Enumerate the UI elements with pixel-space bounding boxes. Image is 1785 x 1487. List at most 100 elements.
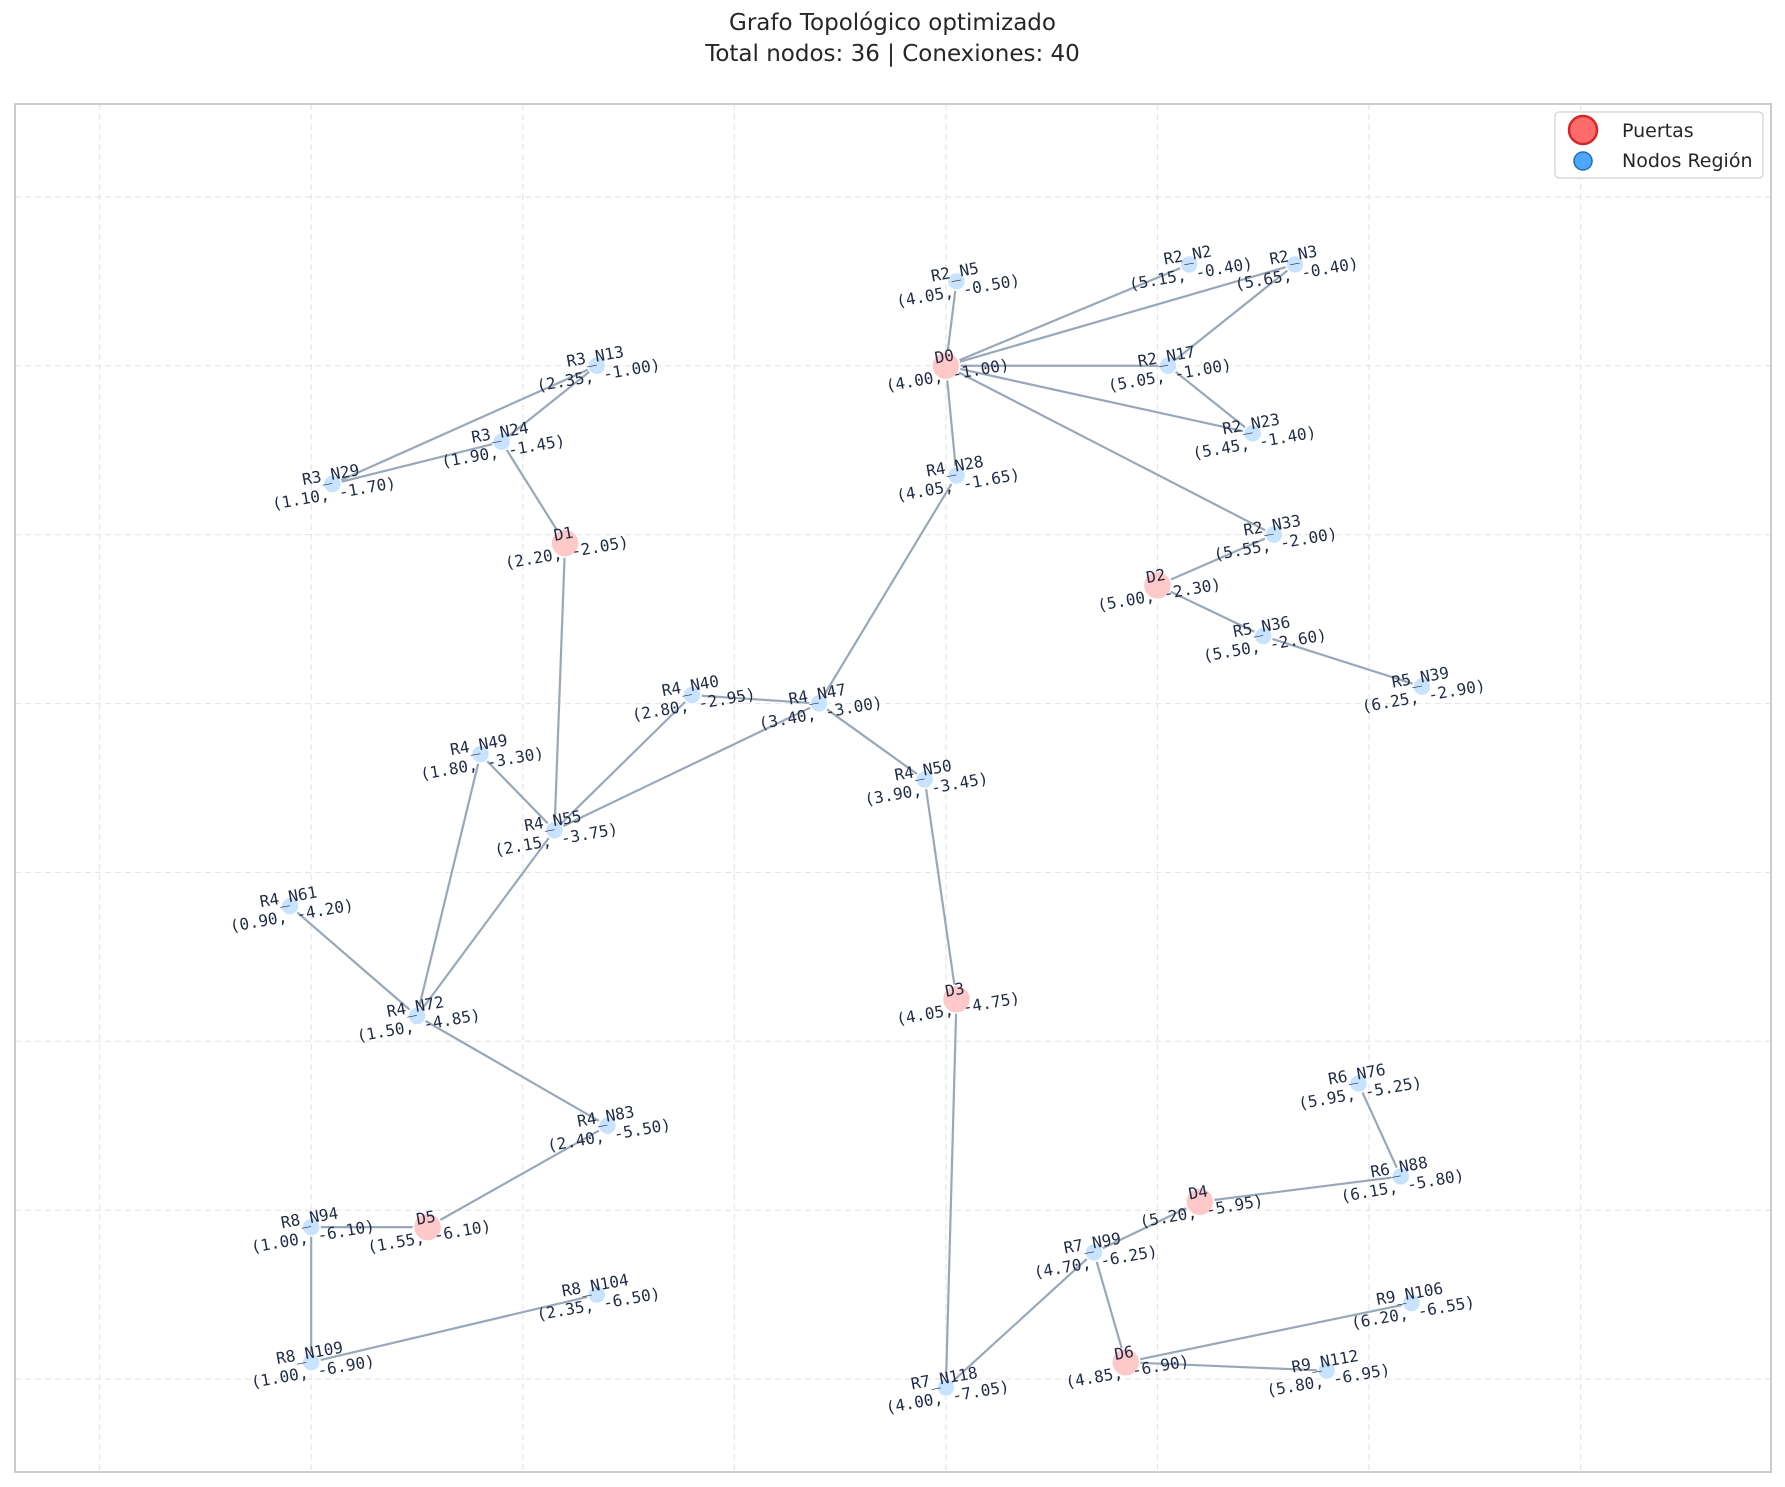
node-label: R4_N47(3.40, -3.00) [757,680,884,733]
chart-title: Grafo Topológico optimizado [729,10,1056,36]
graph-edge [944,263,1297,367]
node-label: R6_N76(5.95, -5.25) [1297,1060,1424,1113]
edge-layer [288,263,1424,1389]
graph-edge [817,702,926,781]
node-label: R3_N24(1.90, -1.45) [440,418,567,471]
node-id-label: D4 [1187,1181,1209,1203]
graph-edge [1198,1175,1402,1203]
graph-edge [944,1251,1096,1389]
node-id-label: D0 [933,345,955,367]
legend-door-marker [1567,114,1599,146]
graph-edge [1092,1251,1127,1364]
node-label: R2_N5(4.05, -0.50) [895,258,1022,310]
region-node [470,744,491,764]
region-node [280,896,300,916]
node-label: R4_N28(4.05, -1.65) [895,452,1022,505]
region-node [682,685,702,705]
node-label: R4_N61(0.90, -4.20) [228,882,355,935]
node-id-label: D1 [552,523,574,545]
node-label: R4_N40(2.80, -2.95) [630,671,757,724]
node-label: D4(5.20, -5.95) [1138,1181,1265,1231]
legend-region-marker [1573,151,1593,171]
door-node [1110,1347,1141,1377]
graph-edge [310,1293,598,1364]
node-label: R2_N23(5.45, -1.40) [1191,410,1318,463]
door-node [412,1212,443,1242]
region-node [1264,524,1284,545]
graph-edge [944,998,958,1389]
node-id-label: D5 [415,1207,437,1229]
graph-edge [923,778,958,1001]
legend-box [1554,111,1764,179]
node-label: R4_N50(3.90, -3.45) [863,756,990,809]
door-node [1142,570,1173,601]
region-node [946,465,967,486]
plot-frame [14,103,1772,1473]
door-node [1185,1187,1215,1217]
graph-edge [1262,634,1424,688]
node-label: R4_N72(1.50, -4.85) [355,992,482,1045]
graph-edge [944,364,1254,435]
node-layer [280,254,1432,1398]
region-node [1285,254,1305,275]
graph-edge [415,1014,609,1127]
chart-subtitle: Total nodos: 36 | Conexiones: 40 [705,41,1080,67]
region-node [1412,676,1432,697]
graph-edge [331,440,503,486]
graph-edge [817,474,958,705]
region-node [1084,1242,1104,1263]
region-node [587,1284,607,1305]
graph-edge [500,440,567,545]
door-node [931,351,961,381]
region-node [946,271,967,292]
region-node [1316,1360,1337,1381]
region-node [809,693,829,714]
region-node [914,769,935,790]
legend-door-label: Puertas [1622,120,1694,142]
graph-edge [1357,1082,1402,1178]
chart-title-block: Grafo Topológico optimizado Total nodos:… [0,8,1785,70]
node-label: R3_N13(2.35, -1.00) [535,342,662,395]
graph-edge [944,263,1191,367]
graph-edge [1166,263,1297,367]
graph-edge [553,702,821,832]
graph-edge [331,364,598,486]
node-label: R4_N49(1.80, -3.30) [419,730,546,783]
graph-edge [479,753,556,832]
region-node [936,1377,956,1398]
graph-edge [1124,1302,1413,1364]
node-label: R9_N112(5.80, -6.95) [1265,1346,1392,1400]
graph-edge [553,694,694,832]
node-id-label: D6 [1113,1342,1135,1364]
region-node [1179,254,1199,275]
region-node [301,1352,321,1372]
legend-region-label: Nodos Región [1622,150,1753,172]
graph-edge [944,364,958,477]
graph-edge [500,364,598,443]
region-node [587,356,607,376]
legend: Puertas Nodos Región [1554,111,1764,179]
node-label: D6(4.85, -6.90) [1064,1342,1191,1392]
node-label: R8_N104(2.35, -6.50) [535,1270,662,1324]
door-node [941,984,972,1014]
region-node [1391,1166,1411,1187]
label-layer: D0(4.00, -1.00)D1(2.20, -2.05)D2(5.00, -… [228,242,1487,1418]
node-id-label: D2 [1145,565,1167,587]
node-label: R9_N106(6.20, -6.55) [1350,1279,1477,1333]
region-node [1242,423,1263,444]
graph-edge [288,905,419,1018]
graph-edge [553,542,567,832]
region-node [597,1116,618,1136]
region-node [1348,1073,1369,1094]
region-node [544,820,565,840]
region-node [1158,356,1178,376]
graph-edge [1156,584,1265,638]
graph-edge [944,364,1275,536]
region-node [491,432,512,452]
region-node [407,1006,427,1026]
graph-edge [426,1124,609,1229]
graph-edge [415,829,556,1018]
node-id-label: D3 [944,979,966,1001]
graph-edge [690,694,821,705]
